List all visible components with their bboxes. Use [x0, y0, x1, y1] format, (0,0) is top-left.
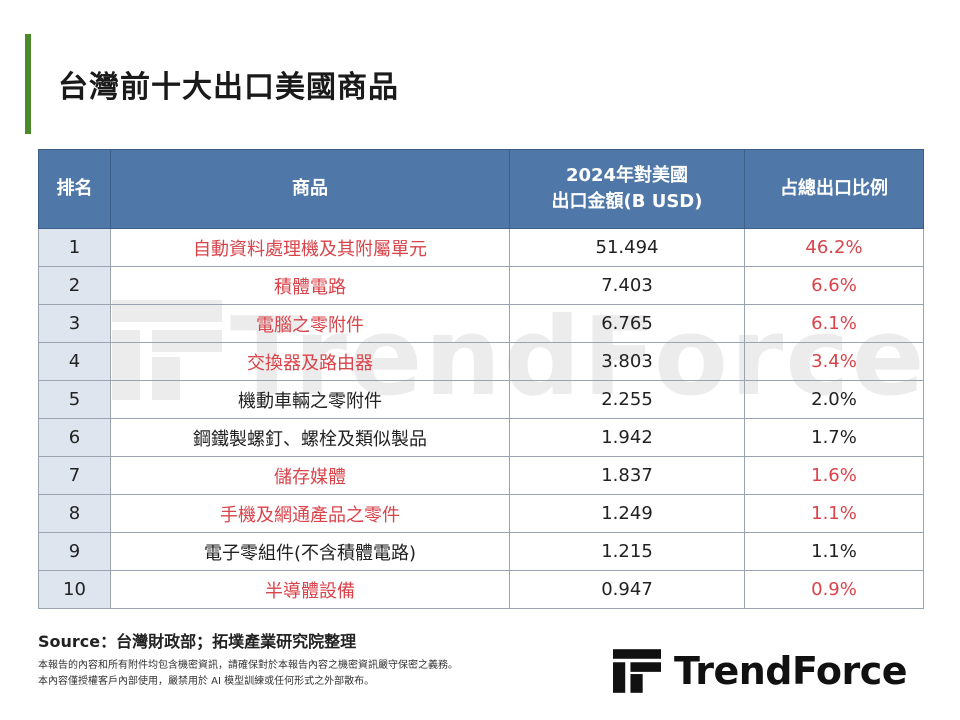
product-cell: 電腦之零附件: [110, 304, 510, 343]
header-share: 占總出口比例: [744, 149, 924, 229]
disclaimer-line: 本內容僅授權客戶內部使用，嚴禁用於 AI 模型訓練或任何形式之外部散布。: [38, 676, 375, 687]
product-cell: 交換器及路由器: [110, 342, 510, 381]
rank-cell: 2: [38, 266, 111, 305]
share-cell: 1.6%: [744, 456, 924, 495]
title-accent-bar: [25, 34, 31, 134]
rank-cell: 3: [38, 304, 111, 343]
disclaimer-line: 本報告的內容和所有附件均包含機密資訊，請確保對於本報告內容之機密資訊嚴守保密之義…: [38, 660, 458, 671]
rank-cell: 8: [38, 494, 111, 533]
value-cell: 1.942: [509, 418, 745, 457]
rank-cell: 9: [38, 532, 111, 571]
product-cell: 半導體設備: [110, 570, 510, 609]
rank-cell: 4: [38, 342, 111, 381]
table-row: 7 儲存媒體 1.837 1.6%: [38, 456, 924, 495]
value-cell: 1.837: [509, 456, 745, 495]
rank-cell: 5: [38, 380, 111, 419]
share-cell: 1.7%: [744, 418, 924, 457]
table-row: 4 交換器及路由器 3.803 3.4%: [38, 342, 924, 381]
table-row: 10 半導體設備 0.947 0.9%: [38, 570, 924, 609]
share-cell: 1.1%: [744, 494, 924, 533]
value-cell: 2.255: [509, 380, 745, 419]
value-cell: 6.765: [509, 304, 745, 343]
product-cell: 機動車輛之零附件: [110, 380, 510, 419]
trendforce-logo-icon: [613, 649, 661, 693]
rank-cell: 10: [38, 570, 111, 609]
product-cell: 鋼鐵製螺釘、螺栓及類似製品: [110, 418, 510, 457]
table-row: 1 自動資料處理機及其附屬單元 51.494 46.2%: [38, 228, 924, 267]
table-row: 8 手機及網通產品之零件 1.249 1.1%: [38, 494, 924, 533]
product-cell: 手機及網通產品之零件: [110, 494, 510, 533]
rank-cell: 6: [38, 418, 111, 457]
share-cell: 3.4%: [744, 342, 924, 381]
table-header-row: 排名 商品 2024年對美國 出口金額(B USD) 占總出口比例: [38, 149, 924, 229]
value-cell: 1.215: [509, 532, 745, 571]
rank-cell: 1: [38, 228, 111, 267]
product-cell: 儲存媒體: [110, 456, 510, 495]
trendforce-logo: TrendForce: [612, 647, 932, 697]
page-title: 台灣前十大出口美國商品: [58, 70, 399, 105]
header-export-value-line1: 2024年對美國: [565, 165, 689, 186]
disclaimer: 本報告的內容和所有附件均包含機密資訊，請確保對於本報告內容之機密資訊嚴守保密之義…: [38, 658, 458, 690]
table-row: 6 鋼鐵製螺釘、螺栓及類似製品 1.942 1.7%: [38, 418, 924, 457]
table-row: 2 積體電路 7.403 6.6%: [38, 266, 924, 305]
table-row: 5 機動車輛之零附件 2.255 2.0%: [38, 380, 924, 419]
table-body: 1 自動資料處理機及其附屬單元 51.494 46.2% 2 積體電路 7.403 6.6% 3…: [38, 228, 924, 609]
product-cell: 電子零組件(不含積體電路): [110, 532, 510, 571]
value-cell: 51.494: [509, 228, 745, 267]
export-table: 排名 商品 2024年對美國 出口金額(B USD) 占總出口比例 1 自動資料處…: [38, 149, 924, 609]
header-export-value-line2: 出口金額(B USD): [551, 191, 703, 212]
share-cell: 2.0%: [744, 380, 924, 419]
logo-text: TrendForce: [674, 649, 908, 693]
share-cell: 46.2%: [744, 228, 924, 267]
value-cell: 1.249: [509, 494, 745, 533]
value-cell: 0.947: [509, 570, 745, 609]
source-note: Source：台灣財政部；拓墣產業研究院整理: [38, 632, 357, 651]
header-export-value: 2024年對美國 出口金額(B USD): [509, 149, 745, 229]
value-cell: 3.803: [509, 342, 745, 381]
rank-cell: 7: [38, 456, 111, 495]
header-rank: 排名: [38, 149, 111, 229]
header-product: 商品: [110, 149, 510, 229]
value-cell: 7.403: [509, 266, 745, 305]
share-cell: 0.9%: [744, 570, 924, 609]
table-row: 9 電子零組件(不含積體電路) 1.215 1.1%: [38, 532, 924, 571]
product-cell: 積體電路: [110, 266, 510, 305]
share-cell: 6.6%: [744, 266, 924, 305]
table-row: 3 電腦之零附件 6.765 6.1%: [38, 304, 924, 343]
share-cell: 6.1%: [744, 304, 924, 343]
product-cell: 自動資料處理機及其附屬單元: [110, 228, 510, 267]
share-cell: 1.1%: [744, 532, 924, 571]
